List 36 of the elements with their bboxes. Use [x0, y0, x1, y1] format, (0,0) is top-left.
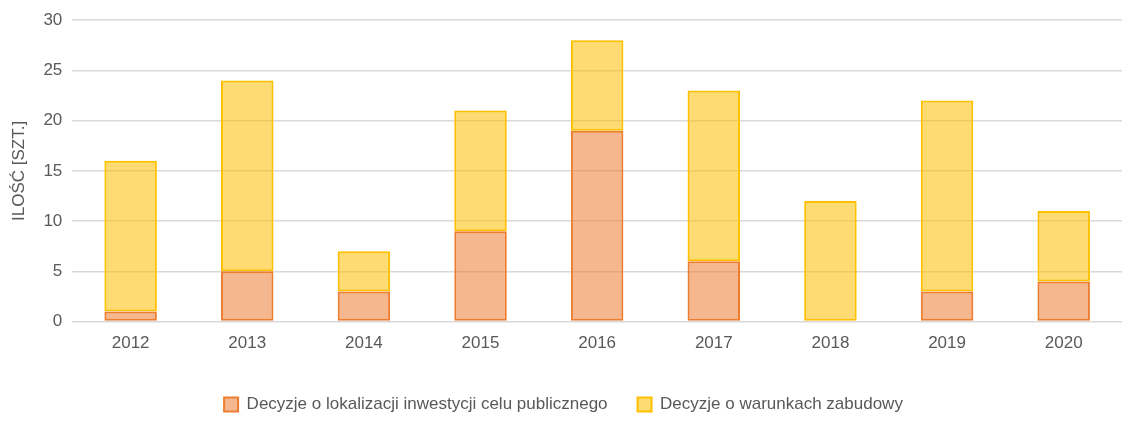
bar: [104, 311, 157, 321]
bar: [1037, 211, 1090, 282]
x-tick-label: 2014: [344, 333, 383, 353]
bar: [570, 130, 624, 321]
y-axis-title: ILOŚĆ [SZT.]: [8, 120, 28, 221]
x-tick-label: 2018: [811, 333, 850, 353]
legend-label: Decyzje o lokalizacji inwestycji celu publicznego: [246, 394, 608, 414]
x-tick-label: 2015: [461, 333, 500, 353]
bar: [337, 291, 391, 321]
y-tick-label: 0: [52, 311, 63, 331]
x-tick-label: 2016: [578, 333, 617, 353]
bar: [221, 80, 274, 272]
y-tick-label: 25: [43, 60, 63, 80]
bar: [337, 251, 391, 292]
bar: [221, 271, 274, 321]
y-tick-label: 30: [43, 9, 63, 29]
bar: [687, 90, 741, 262]
x-tick-label: 2012: [111, 333, 150, 353]
x-tick-label: 2019: [928, 333, 966, 353]
y-tick-label: 15: [43, 160, 63, 180]
bar: [104, 160, 157, 312]
bar: [1037, 281, 1090, 321]
bar: [920, 100, 974, 292]
x-tick-label: 2020: [1044, 333, 1083, 353]
bar: [687, 261, 741, 321]
bar: [920, 291, 974, 321]
y-tick-label: 5: [52, 261, 63, 281]
x-tick-label: 2017: [694, 333, 733, 353]
bar: [454, 110, 507, 232]
legend-label: Decyzje o warunkach zabudowy: [660, 394, 904, 414]
y-tick-label: 10: [43, 210, 63, 230]
bar: [804, 201, 857, 321]
y-tick-label: 20: [43, 110, 63, 130]
bar: [454, 231, 507, 321]
bar: [570, 40, 624, 131]
x-tick-label: 2013: [228, 333, 267, 353]
